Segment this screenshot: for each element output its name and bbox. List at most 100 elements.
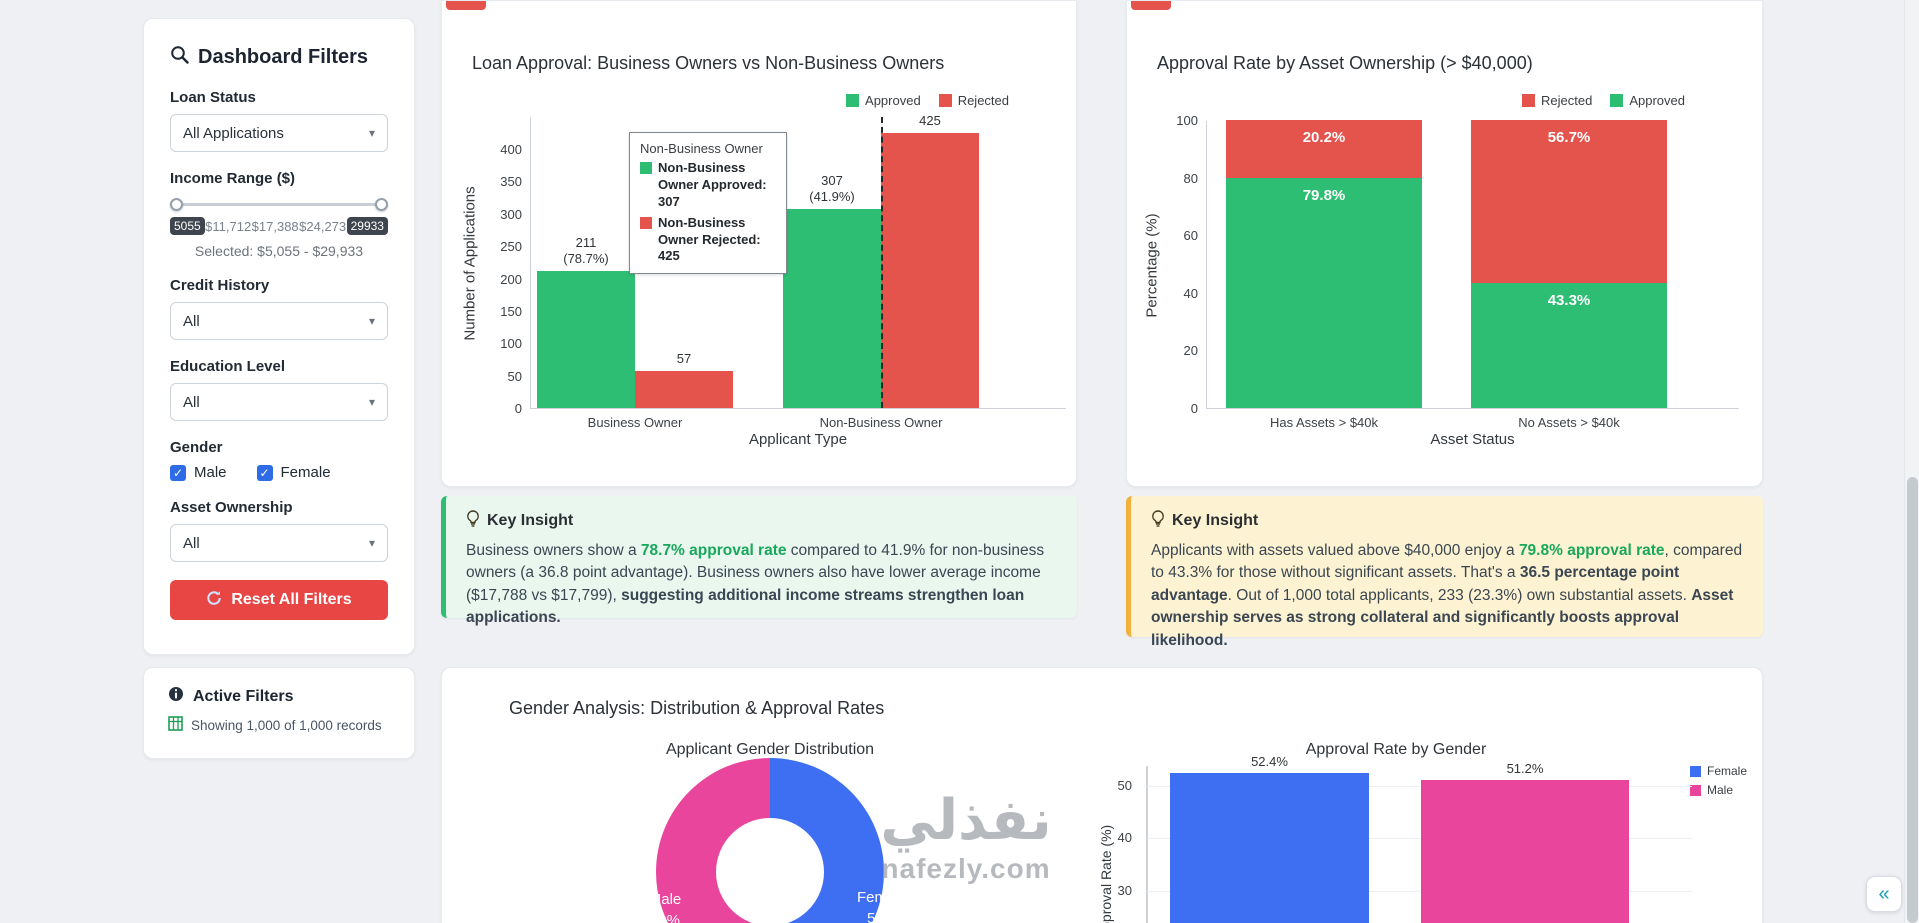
- card-action-stub[interactable]: [446, 1, 486, 10]
- y-tick-label: 350: [500, 174, 522, 190]
- loan-status-field: Loan Status All Applications ▾: [170, 89, 388, 152]
- y-tick-label: 80: [1183, 170, 1198, 186]
- bar-rejected-business-owner[interactable]: [635, 371, 733, 408]
- slider-handle-max[interactable]: [375, 198, 388, 211]
- bar-female[interactable]: [1170, 773, 1369, 923]
- search-icon: [170, 45, 189, 69]
- lightbulb-icon: [466, 510, 480, 532]
- legend-swatch-rejected: [938, 94, 952, 107]
- bar-value-label: 51.2%: [1506, 760, 1544, 776]
- loan-approval-chart-card: Loan Approval: Business Owners vs Non-Bu…: [441, 0, 1077, 487]
- reset-button-label: Reset All Filters: [231, 591, 352, 608]
- x-axis-title: Applicant Type: [748, 431, 848, 448]
- reset-all-filters-button[interactable]: Reset All Filters: [170, 580, 388, 620]
- bar-label-line: (78.7%): [563, 251, 609, 267]
- y-tick-label: 100: [1176, 113, 1198, 128]
- education-level-field: Education Level All ▾: [170, 358, 388, 421]
- legend-swatch-approved: [846, 94, 860, 107]
- legend-item-approved[interactable]: Approved: [846, 93, 921, 108]
- education-level-label: Education Level: [170, 358, 286, 375]
- active-filters-status-row: Showing 1,000 of 1,000 records: [168, 716, 390, 734]
- income-range-slider[interactable]: [170, 195, 388, 213]
- male-checkbox[interactable]: ✓: [170, 464, 186, 481]
- legend-swatch-approved: [1610, 94, 1624, 107]
- gender-options: ✓ Male ✓ Female: [170, 464, 388, 481]
- chevron-down-icon: ▾: [368, 395, 375, 409]
- income-selected-text: Selected: $5,055 - $29,933: [194, 243, 364, 259]
- hover-crosshair: [881, 117, 883, 408]
- credit-history-select[interactable]: All ▾: [170, 302, 388, 340]
- card-action-stub[interactable]: [1131, 1, 1171, 10]
- bar-value-label: 211 (78.7%): [537, 235, 635, 268]
- female-checkbox-item[interactable]: ✓ Female: [256, 464, 331, 481]
- segment-rejected-no-assets-40k[interactable]: 56.7%: [1471, 120, 1667, 284]
- bar-approved-business-owner[interactable]: [537, 271, 635, 408]
- credit-history-label: Credit History: [170, 277, 270, 294]
- slider-handle-min[interactable]: [170, 198, 183, 211]
- education-level-value: All: [183, 393, 200, 411]
- reset-icon: [206, 590, 222, 611]
- asset-ownership-select[interactable]: All ▾: [170, 524, 388, 562]
- female-checkbox[interactable]: ✓: [256, 464, 273, 481]
- y-tick-label: 300: [500, 206, 522, 222]
- asset-ownership-label: Asset Ownership: [170, 499, 293, 516]
- legend-swatch-rejected: [1522, 94, 1536, 107]
- insight-text-segment: Asset ownership serves as strong collate…: [1151, 586, 1734, 649]
- bar-rejected-non-business-owner[interactable]: [881, 132, 979, 408]
- insight-text-segment: 79.8% approval rate: [1518, 542, 1665, 559]
- legend-label: Rejected: [1541, 93, 1593, 108]
- legend-item-female[interactable]: Female: [1690, 764, 1747, 778]
- chevron-down-icon: ▾: [368, 536, 375, 550]
- y-axis-title: Percentage (%): [1143, 213, 1161, 318]
- segment-value-label: 43.3%: [1547, 292, 1591, 310]
- y-tick-label: 40: [1183, 285, 1198, 301]
- y-axis-title: Approval Rate (%): [1098, 824, 1114, 923]
- male-checkbox-item[interactable]: ✓ Male: [170, 464, 227, 481]
- y-tick-label: 20: [1183, 343, 1198, 359]
- segment-approved-has-assets-40k[interactable]: 79.8%: [1226, 178, 1422, 408]
- income-range-field: Income Range ($) 5055 $11,712 $17,388 $2…: [170, 170, 388, 259]
- loan-status-select[interactable]: All Applications ▾: [170, 114, 388, 152]
- donut-label-value: 51%: [866, 910, 898, 923]
- loan-approval-plot: 0 50 100 150 200 250 300 350 400 211 (78.7%) 57 Busi…: [500, 113, 1066, 430]
- legend-item-male[interactable]: Male: [1690, 783, 1747, 797]
- x-axis-title: Asset Status: [1430, 431, 1515, 448]
- legend-swatch-male: [1690, 784, 1701, 796]
- scrollbar-thumb[interactable]: [1907, 477, 1918, 923]
- male-checkbox-label: Male: [194, 464, 227, 481]
- segment-rejected-has-assets-40k[interactable]: 20.2%: [1226, 120, 1422, 179]
- collapse-sidebar-button[interactable]: «: [1866, 876, 1902, 912]
- donut-label-value: 49%: [649, 912, 681, 923]
- page-scrollbar[interactable]: [1904, 0, 1919, 923]
- insight-text-segment: 78.7% approval rate: [640, 542, 787, 559]
- table-icon: [168, 716, 183, 734]
- legend-item-rejected[interactable]: Rejected: [938, 93, 1009, 108]
- segment-value-label: 20.2%: [1302, 129, 1346, 147]
- insight-text-segment: 36.5 percentage point advantage: [1151, 564, 1680, 604]
- y-tick-label: 50: [507, 368, 522, 384]
- segment-approved-no-assets-40k[interactable]: 43.3%: [1471, 283, 1667, 408]
- insight-title: Key Insight: [1172, 512, 1259, 529]
- legend-label: Female: [1707, 764, 1748, 778]
- bar-male[interactable]: [1421, 779, 1629, 923]
- education-level-select[interactable]: All ▾: [170, 383, 388, 421]
- asset-ownership-value: All: [183, 534, 200, 552]
- chevron-down-icon: ▾: [368, 314, 375, 328]
- gender-analysis-card: Gender Analysis: Distribution & Approval…: [441, 667, 1763, 923]
- legend-item-rejected[interactable]: Rejected: [1522, 93, 1592, 108]
- x-tick-label: No Assets > $40k: [1518, 415, 1620, 430]
- dashboard-filters-panel: Dashboard Filters Loan Status All Applic…: [143, 18, 415, 655]
- donut-label-name: Male: [648, 891, 682, 908]
- slider-tick-2: $17,388: [251, 218, 299, 234]
- legend-label: Approved: [865, 93, 921, 108]
- records-count-text: Showing 1,000 of 1,000 records: [191, 717, 382, 733]
- legend-label: Approved: [1629, 93, 1685, 108]
- info-icon: [168, 686, 184, 707]
- bar-approved-non-business-owner[interactable]: [783, 209, 881, 408]
- asset-ownership-chart-card: Approval Rate by Asset Ownership (> $40,…: [1126, 0, 1763, 487]
- credit-history-field: Credit History All ▾: [170, 277, 388, 340]
- tooltip-header: Non-Business Owner: [640, 141, 763, 156]
- slider-track[interactable]: [172, 203, 386, 206]
- legend-item-approved[interactable]: Approved: [1610, 93, 1685, 108]
- insight-text-segment: suggesting additional income streams str…: [466, 586, 1025, 627]
